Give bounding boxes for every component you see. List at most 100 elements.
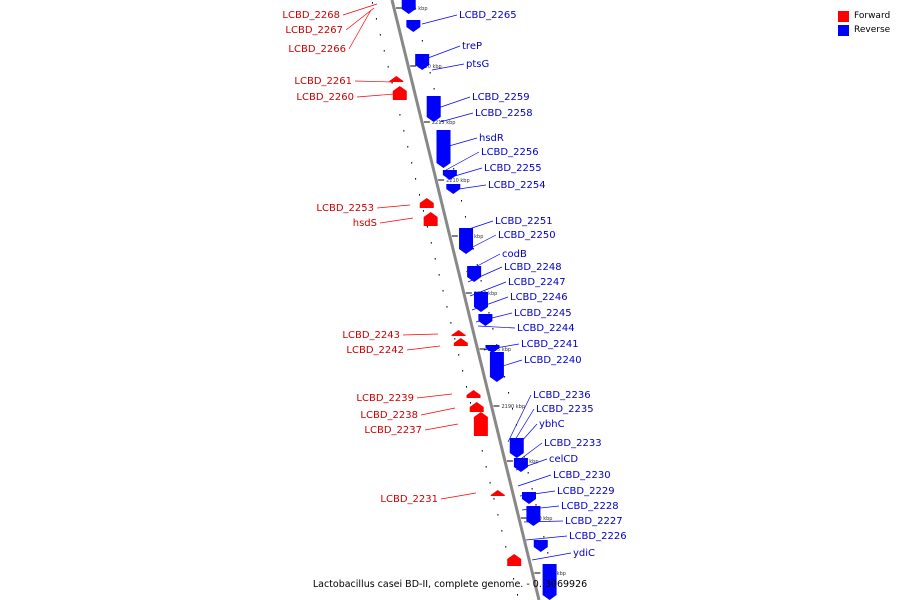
reverse-gene-label: LCBD_2247 <box>508 277 566 288</box>
reverse-gene-label: LCBD_2229 <box>557 486 615 497</box>
forward-leader-line <box>406 345 441 351</box>
genome-caption: Lactobacillus casei BD-II, complete geno… <box>312 579 588 590</box>
forward-gene-label: LCBD_2260 <box>296 92 354 103</box>
reverse-gene-block <box>542 564 557 600</box>
reverse-gene-block <box>533 540 548 552</box>
tick-label: 2220 kbp <box>418 64 442 70</box>
reverse-leader-line <box>447 167 483 179</box>
legend-reverse: Reverse <box>838 23 890 37</box>
reverse-gene-block <box>526 506 541 526</box>
reverse-gene-label: LCBD_2256 <box>481 147 539 158</box>
reverse-leader-line <box>431 63 465 71</box>
forward-gene-block <box>490 490 505 496</box>
tick-label: 2225 kbp <box>404 6 428 12</box>
reverse-gene-label: ydiC <box>573 548 595 559</box>
legend-reverse-label: Reverse <box>854 25 891 35</box>
reverse-leader-line <box>437 96 471 109</box>
reverse-leader-line <box>511 423 538 453</box>
reverse-leader-line <box>475 312 513 323</box>
reverse-gene-label: treP <box>462 41 482 52</box>
reverse-gene-label: LCBD_2246 <box>510 292 568 303</box>
forward-gene-block <box>419 198 434 208</box>
reverse-gene-block <box>489 352 504 382</box>
reverse-leader-line <box>445 151 480 171</box>
forward-gene-block <box>466 390 481 398</box>
reverse-leader-line <box>477 325 516 329</box>
reverse-gene-block <box>406 20 421 32</box>
reverse-gene-block <box>426 96 441 122</box>
forward-leader-line <box>440 492 477 500</box>
reverse-leader-line <box>467 266 503 283</box>
reverse-gene-block <box>473 292 488 312</box>
reverse-gene-block <box>459 228 474 254</box>
reverse-gene-block <box>446 184 461 194</box>
forward-leader-line <box>376 204 411 209</box>
reverse-gene-label: LCBD_2255 <box>484 163 542 174</box>
reverse-leader-line <box>509 408 535 449</box>
reverse-leader-line <box>459 220 494 233</box>
forward-leader-line <box>348 9 372 50</box>
forward-leader-line <box>342 3 378 16</box>
reverse-leader-line <box>483 343 520 351</box>
reverse-gene-block <box>436 130 451 168</box>
legend: Forward Reverse <box>838 9 890 37</box>
reverse-leader-line <box>525 535 568 541</box>
forward-leader-line <box>420 407 456 416</box>
reverse-gene-label: LCBD_2241 <box>521 339 579 350</box>
reverse-gene-label: LCBD_2244 <box>517 323 575 334</box>
reverse-swatch <box>838 24 849 36</box>
forward-leader-line <box>416 393 453 399</box>
forward-leader-line <box>354 80 394 83</box>
reverse-leader-line <box>489 359 523 371</box>
forward-gene-label: LCBD_2238 <box>360 410 418 421</box>
tick-label: 2210 kbp <box>446 178 470 184</box>
forward-leader-line <box>379 217 414 224</box>
forward-gene-block <box>423 212 438 226</box>
forward-gene-label: LCBD_2239 <box>356 393 414 404</box>
reverse-leader-line <box>427 45 461 59</box>
reverse-leader-line <box>451 184 487 191</box>
legend-forward: Forward <box>838 9 890 23</box>
reverse-gene-block <box>485 345 500 353</box>
reverse-leader-line <box>507 394 532 443</box>
reverse-gene-label: LCBD_2233 <box>544 438 602 449</box>
forward-swatch <box>838 10 849 22</box>
reverse-gene-label: LCBD_2259 <box>472 92 530 103</box>
reverse-leader-line <box>465 253 501 273</box>
forward-leader-line <box>424 423 459 431</box>
reverse-gene-label: LCBD_2254 <box>488 180 546 191</box>
reverse-gene-label: LCBD_2265 <box>459 10 517 21</box>
forward-gene-block <box>507 554 522 566</box>
forward-gene-label: LCBD_2253 <box>316 203 374 214</box>
reverse-gene-label: ybhC <box>539 419 565 430</box>
forward-gene-label: LCBD_2268 <box>282 10 340 21</box>
reverse-gene-label: LCBD_2236 <box>533 390 591 401</box>
forward-leader-line <box>356 93 395 98</box>
reverse-gene-label: LCBD_2245 <box>514 308 572 319</box>
reverse-leader-line <box>441 137 478 149</box>
forward-gene-label: LCBD_2261 <box>294 76 352 87</box>
forward-gene-label: LCBD_2237 <box>364 425 422 436</box>
reverse-leader-line <box>471 296 509 311</box>
reverse-gene-label: celCD <box>549 454 578 465</box>
reverse-gene-label: LCBD_2250 <box>498 230 556 241</box>
reverse-leader-line <box>519 490 556 497</box>
reverse-leader-line <box>462 234 497 253</box>
reverse-leader-line <box>531 552 572 561</box>
forward-gene-block <box>473 412 488 436</box>
reverse-gene-label: LCBD_2235 <box>536 404 594 415</box>
forward-gene-label: LCBD_2266 <box>288 44 346 55</box>
legend-forward-label: Forward <box>854 11 891 21</box>
forward-gene-label: LCBD_2243 <box>342 330 400 341</box>
genome-backbone <box>390 0 541 600</box>
reverse-leader-line <box>513 442 543 465</box>
reverse-gene-block <box>442 170 457 180</box>
forward-gene-label: LCBD_2242 <box>346 345 404 356</box>
reverse-gene-label: LCBD_2228 <box>561 501 619 512</box>
forward-gene-block <box>389 76 404 82</box>
reverse-leader-line <box>521 505 560 511</box>
reverse-leader-line <box>439 112 474 123</box>
forward-gene-label: LCBD_2231 <box>380 494 438 505</box>
reverse-gene-label: ptsG <box>466 59 489 70</box>
